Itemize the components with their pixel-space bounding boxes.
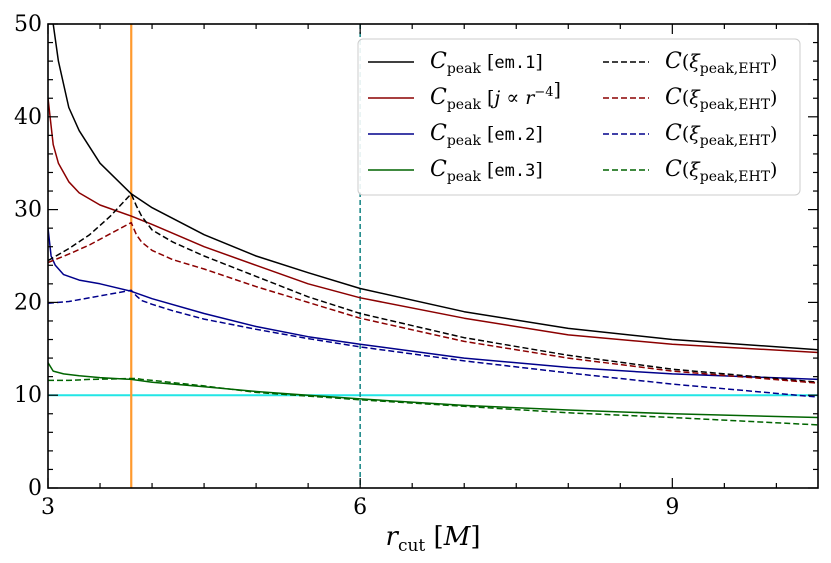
legend-label: Cpeak [em.2]: [430, 121, 543, 149]
series-line-3: [48, 362, 818, 419]
legend-entry: C(ξpeak,EHT): [603, 157, 777, 185]
legend-entry: C(ξpeak,EHT): [603, 49, 777, 77]
legend-entry: C(ξpeak,EHT): [603, 121, 777, 149]
y-tick-label: 20: [14, 290, 42, 315]
legend-label: Cpeak [em.3]: [430, 157, 543, 185]
x-axis-label: rcut [M]: [386, 522, 481, 556]
y-tick-label: 50: [14, 12, 42, 37]
x-tick-label: 9: [665, 495, 679, 520]
series-line-7: [48, 377, 818, 426]
series-line-2: [48, 228, 818, 381]
legend-label: Cpeak [em.1]: [430, 49, 543, 77]
series-line-5: [48, 221, 818, 384]
x-tick-label: 3: [41, 495, 55, 520]
series-line-4: [48, 193, 818, 383]
legend-box: [357, 38, 801, 196]
plot-frame: [47, 23, 819, 489]
legend-entry: Cpeak [em.1]: [368, 49, 543, 77]
y-tick-label: 0: [28, 476, 42, 501]
series-line-0: [52, 24, 818, 351]
legend-label: Cpeak [j ∝ r−4]: [430, 79, 561, 113]
legend-entry: C(ξpeak,EHT): [603, 85, 777, 113]
legend-label: C(ξpeak,EHT): [665, 85, 777, 113]
y-tick-label: 40: [14, 105, 42, 130]
legend-entry: Cpeak [em.2]: [368, 121, 543, 149]
legend-entry: Cpeak [j ∝ r−4]: [368, 79, 561, 113]
x-tick-label: 6: [353, 495, 367, 520]
legend-label: C(ξpeak,EHT): [665, 157, 777, 185]
y-tick-label: 10: [14, 383, 42, 408]
series-line-1: [48, 98, 818, 354]
series-line-6: [48, 289, 818, 398]
legend-label: C(ξpeak,EHT): [665, 121, 777, 149]
legend-label: C(ξpeak,EHT): [665, 49, 777, 77]
legend-entry: Cpeak [em.3]: [368, 157, 543, 185]
legend: Cpeak [em.1]Cpeak [j ∝ r−4] Cpeak [em.2] C…: [357, 38, 801, 196]
y-tick-label: 30: [14, 198, 42, 223]
